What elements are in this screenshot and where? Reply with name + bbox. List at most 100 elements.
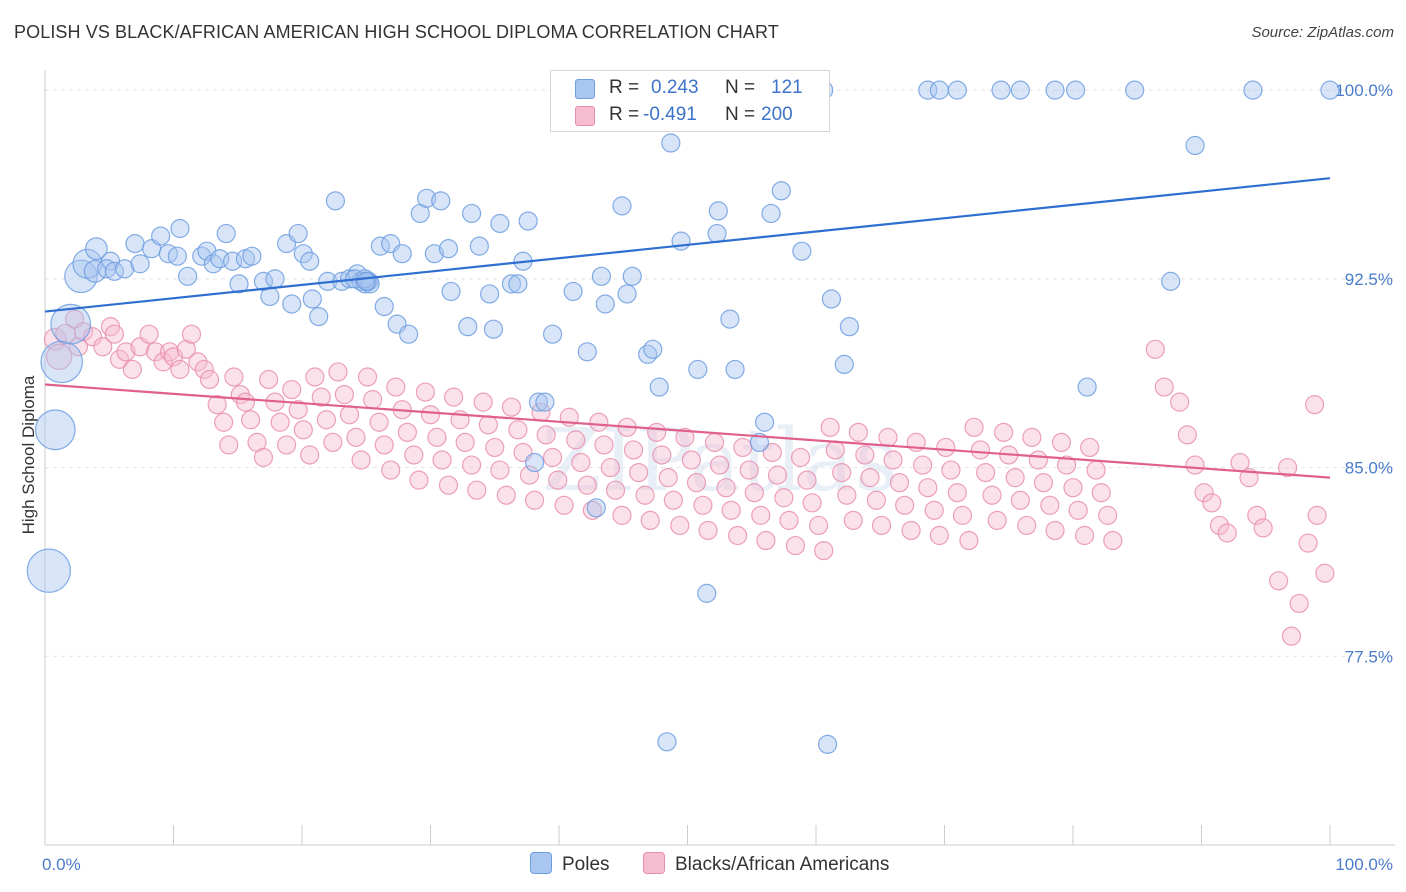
- data-point: [733, 437, 753, 458]
- data-point: [1091, 483, 1111, 503]
- data-point: [697, 583, 717, 603]
- data-point: [1247, 505, 1267, 525]
- data-point: [519, 465, 540, 485]
- data-point: [1028, 450, 1048, 470]
- data-point: [501, 274, 522, 294]
- source-label: Source: ZipAtlas.com: [1251, 24, 1394, 41]
- data-point: [542, 324, 563, 344]
- data-point: [334, 384, 355, 405]
- data-point: [1005, 468, 1025, 488]
- data-point: [976, 462, 996, 483]
- data-point: [671, 231, 691, 251]
- y-tick-label: 100.0%: [1335, 81, 1393, 100]
- series-poles-points: [26, 80, 1340, 754]
- data-point: [895, 495, 915, 515]
- data-point: [901, 520, 921, 541]
- data-point: [438, 239, 459, 259]
- data-point: [761, 203, 781, 224]
- data-point: [774, 488, 794, 508]
- data-point: [647, 422, 667, 442]
- data-point: [848, 422, 869, 442]
- data-point: [834, 354, 854, 374]
- data-point: [817, 734, 838, 754]
- y-tick-label: 92.5%: [1345, 270, 1393, 289]
- data-point: [82, 327, 103, 347]
- data-point: [860, 468, 880, 488]
- data-point: [1315, 563, 1335, 583]
- data-point: [929, 80, 949, 100]
- data-point: [832, 462, 852, 483]
- data-point: [1056, 455, 1077, 475]
- data-point: [194, 359, 214, 380]
- data-point: [219, 435, 239, 455]
- data-point: [959, 530, 979, 551]
- data-point: [623, 440, 644, 460]
- data-point: [501, 397, 522, 417]
- data-point: [420, 405, 441, 425]
- data-point: [122, 359, 142, 380]
- data-point: [889, 473, 910, 493]
- data-point: [688, 359, 708, 380]
- data-point: [1202, 493, 1222, 513]
- data-point: [305, 367, 325, 387]
- data-point: [808, 515, 829, 536]
- data-point: [640, 510, 660, 531]
- data-point: [417, 188, 437, 208]
- bottom-legend-poles: Poles: [530, 852, 610, 876]
- data-point: [964, 417, 984, 437]
- data-point: [1281, 626, 1302, 646]
- x-tick-label-min: 0.0%: [42, 855, 81, 874]
- y-tick-labels: 77.5% 85.0% 92.5% 100.0%: [1335, 81, 1393, 666]
- data-point: [167, 246, 187, 266]
- data-point: [716, 478, 736, 498]
- data-point: [374, 435, 394, 455]
- data-point: [170, 359, 190, 380]
- data-point: [104, 324, 124, 344]
- data-point: [663, 490, 683, 510]
- data-point: [681, 450, 701, 470]
- data-point: [496, 485, 516, 505]
- data-point: [293, 420, 313, 440]
- data-point: [871, 515, 892, 536]
- data-point: [535, 392, 555, 412]
- data-point: [151, 226, 171, 246]
- data-point: [548, 470, 568, 490]
- data-point: [524, 490, 545, 510]
- data-point: [1045, 520, 1065, 541]
- data-point: [374, 296, 394, 317]
- data-point: [649, 377, 669, 397]
- data-point: [188, 352, 208, 372]
- data-point: [73, 322, 94, 342]
- data-point: [785, 535, 806, 556]
- data-point: [270, 412, 290, 432]
- data-point: [40, 340, 84, 384]
- data-point: [661, 133, 681, 153]
- data-point: [952, 505, 973, 525]
- data-point: [170, 218, 190, 239]
- data-point: [586, 498, 606, 518]
- data-point: [116, 342, 136, 362]
- data-point: [229, 274, 249, 294]
- legend-r-label: R =: [609, 104, 640, 125]
- data-point: [84, 237, 108, 261]
- data-point: [1268, 571, 1289, 591]
- data-point: [883, 450, 903, 470]
- data-point: [253, 447, 274, 468]
- data-point: [670, 515, 690, 536]
- data-point: [386, 377, 406, 397]
- data-point: [707, 223, 727, 244]
- y-tick-label: 77.5%: [1345, 647, 1393, 666]
- data-point: [216, 223, 236, 244]
- data-point: [839, 317, 860, 337]
- data-point: [444, 387, 464, 407]
- data-point: [970, 440, 991, 460]
- data-point: [369, 412, 389, 432]
- data-point: [658, 468, 678, 488]
- data-point: [293, 244, 313, 264]
- legend-swatch-blacks: [575, 106, 595, 126]
- data-point: [199, 369, 220, 390]
- data-point: [490, 213, 510, 234]
- correlation-legend: R = 0.243 N = 121 R = -0.491 N = 200: [550, 70, 830, 132]
- data-point: [524, 452, 545, 473]
- trend-line-blacks: [44, 383, 1331, 479]
